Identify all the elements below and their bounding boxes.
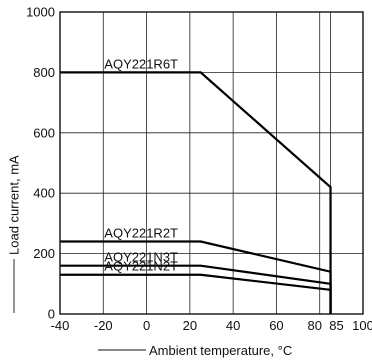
x-tick-label: 0 bbox=[143, 318, 150, 333]
x-tick-label: 80 bbox=[307, 318, 321, 333]
series-line-aqy221r6t bbox=[60, 71, 332, 314]
series-label-aqy221r2t: AQY221R2T bbox=[104, 226, 178, 241]
y-tick-label: 800 bbox=[33, 65, 55, 80]
x-tick-label: 100 bbox=[352, 318, 372, 333]
series-line-aqy221n3t bbox=[60, 264, 332, 314]
series-label-aqy221r6t: AQY221R6T bbox=[104, 56, 178, 71]
x-axis-title-group: Ambient temperature, °C bbox=[98, 343, 292, 358]
y-axis-title-group: Load current, mA bbox=[7, 155, 22, 313]
x-tick-label: 20 bbox=[183, 318, 197, 333]
y-tick-label: 0 bbox=[48, 307, 55, 322]
series-layer bbox=[60, 71, 332, 314]
x-axis-label: Ambient temperature, °C bbox=[149, 343, 292, 358]
x-tick-label: -40 bbox=[51, 318, 70, 333]
y-tick-label: 200 bbox=[33, 246, 55, 261]
plot-frame bbox=[59, 11, 364, 315]
y-tick-label: 400 bbox=[33, 186, 55, 201]
series-label-aqy221n2t: AQY221N2T bbox=[104, 259, 178, 274]
series-label-aqy221n3t: AQY221N3T bbox=[104, 250, 178, 265]
y-tick-label: 1000 bbox=[26, 5, 55, 20]
series-line-aqy221n2t bbox=[60, 273, 332, 314]
x-tick-label: 60 bbox=[269, 318, 283, 333]
x-tick-label: 85 bbox=[329, 318, 343, 333]
x-tick-label: 40 bbox=[226, 318, 240, 333]
y-axis-label: Load current, mA bbox=[7, 155, 22, 255]
x-tick-label: -20 bbox=[94, 318, 113, 333]
y-tick-label: 600 bbox=[33, 125, 55, 140]
